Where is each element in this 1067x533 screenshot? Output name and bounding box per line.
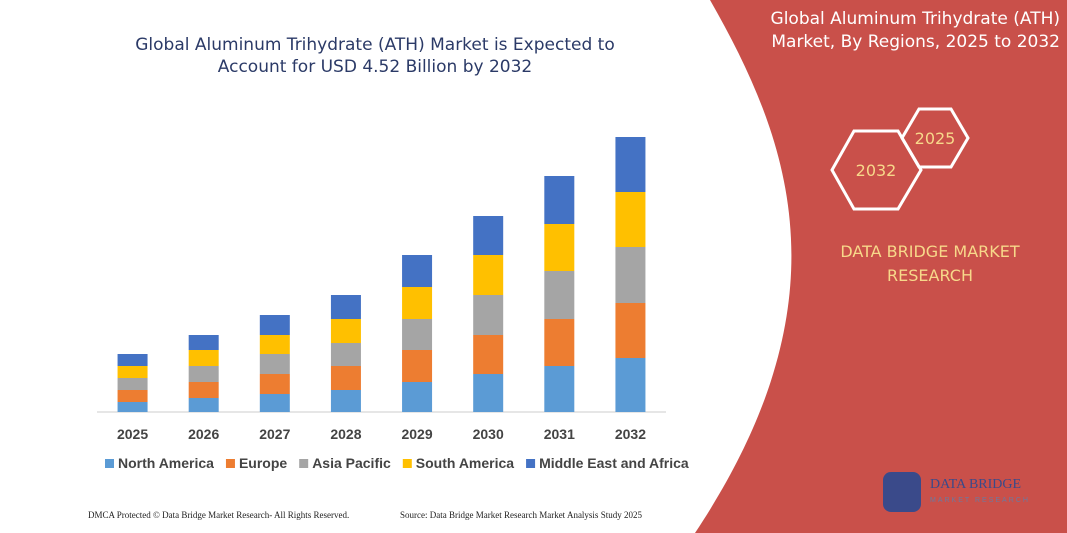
bar-segment bbox=[259, 374, 290, 394]
bar-segment bbox=[473, 216, 504, 255]
bar-segment bbox=[330, 343, 361, 366]
bar-segment bbox=[188, 382, 219, 398]
logo-tagline: MARKET RESEARCH bbox=[930, 497, 1030, 504]
bar-segment bbox=[188, 350, 219, 366]
legend-swatch bbox=[105, 459, 114, 468]
hexagon bbox=[900, 107, 970, 169]
bar-segment bbox=[259, 394, 290, 412]
legend-label: Asia Pacific bbox=[312, 455, 391, 471]
x-tick-label: 2032 bbox=[615, 426, 646, 442]
side-panel bbox=[695, 0, 1067, 533]
bar-segment bbox=[402, 287, 433, 319]
bar-segment bbox=[615, 303, 646, 358]
legend-label: South America bbox=[416, 455, 514, 471]
bar-segment bbox=[117, 390, 148, 402]
bar-segment bbox=[259, 315, 290, 335]
bar-segment bbox=[402, 255, 433, 287]
bar-segment bbox=[259, 354, 290, 374]
bar-segment bbox=[188, 335, 219, 350]
legend-label: North America bbox=[118, 455, 214, 471]
logo-name: DATA BRIDGE bbox=[930, 477, 1021, 492]
bar-segment bbox=[117, 354, 148, 366]
hex-label: 2032 bbox=[856, 161, 897, 180]
bar-segment bbox=[117, 402, 148, 412]
x-tick-label: 2029 bbox=[401, 426, 432, 442]
logo-icon bbox=[883, 472, 921, 512]
bar-segment bbox=[615, 137, 646, 192]
x-tick-label: 2027 bbox=[259, 426, 290, 442]
bar-segment bbox=[544, 319, 575, 366]
bar-segment bbox=[544, 366, 575, 412]
bar-segment bbox=[402, 350, 433, 382]
bar-segment bbox=[188, 398, 219, 412]
x-tick-label: 2030 bbox=[473, 426, 504, 442]
bar-segment bbox=[544, 271, 575, 319]
x-tick-label: 2025 bbox=[117, 426, 148, 442]
panel-title: Global Aluminum Trihydrate (ATH) Market,… bbox=[770, 9, 1060, 52]
legend-swatch bbox=[225, 459, 235, 468]
panel-title-box: Global Aluminum Trihydrate (ATH) Market,… bbox=[770, 9, 1060, 52]
footer-left: DMCA Protected © Data Bridge Market Rese… bbox=[88, 510, 349, 520]
brand-box: DATA BRIDGE MARKET RESEARCH bbox=[840, 242, 1020, 285]
legend-swatch bbox=[526, 459, 536, 468]
bar-segment bbox=[473, 255, 504, 295]
brand: DATA BRIDGE MARKET RESEARCH bbox=[840, 242, 1020, 285]
bar-segment bbox=[330, 295, 361, 319]
x-tick-label: 2031 bbox=[544, 426, 575, 442]
bar-segment bbox=[117, 378, 148, 390]
legend-label: Europe bbox=[239, 455, 287, 471]
bar-segment bbox=[544, 224, 575, 271]
bar-segment bbox=[615, 247, 646, 303]
x-tick-label: 2026 bbox=[188, 426, 219, 442]
chart-title: Global Aluminum Trihydrate (ATH) Market … bbox=[135, 35, 615, 77]
footer-right: Source: Data Bridge Market Research Mark… bbox=[400, 510, 642, 520]
bar-segment bbox=[188, 366, 219, 382]
bar-segment bbox=[402, 319, 433, 350]
bar-segment bbox=[330, 366, 361, 390]
legend-swatch bbox=[402, 459, 412, 468]
hexagon bbox=[830, 129, 923, 211]
bar-segment bbox=[259, 335, 290, 354]
title-box: Global Aluminum Trihydrate (ATH) Market … bbox=[135, 35, 615, 77]
bar-segment bbox=[402, 382, 433, 412]
bar-segment bbox=[473, 374, 504, 412]
legend-label: Middle East and Africa bbox=[539, 455, 689, 471]
bar-segment bbox=[117, 366, 148, 378]
bar-segment bbox=[544, 176, 575, 224]
bar-segment bbox=[473, 335, 504, 374]
legend-swatch bbox=[299, 459, 309, 468]
bar-segment bbox=[330, 319, 361, 343]
bar-segment bbox=[615, 358, 646, 412]
bar-segment bbox=[330, 390, 361, 412]
x-tick-label: 2028 bbox=[330, 426, 361, 442]
bar-segment bbox=[473, 295, 504, 335]
hex-label: 2025 bbox=[915, 129, 956, 148]
bar-segment bbox=[615, 192, 646, 247]
